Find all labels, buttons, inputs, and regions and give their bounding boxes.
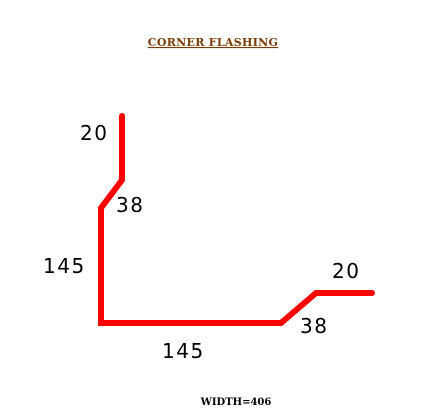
width-label: WIDTH=406 — [200, 397, 272, 408]
dimension-label-horizontal-leg: 145 — [162, 339, 205, 363]
dimension-label-top-bevel: 38 — [116, 193, 144, 217]
dimension-label-top-lip: 20 — [80, 121, 108, 145]
dimension-label-vertical-leg: 145 — [43, 254, 86, 278]
flashing-profile — [98, 113, 375, 326]
diagram-title: CORNER FLASHING — [148, 36, 278, 49]
dimension-label-right-bevel: 38 — [300, 314, 328, 338]
dimension-label-right-lip: 20 — [332, 259, 360, 283]
